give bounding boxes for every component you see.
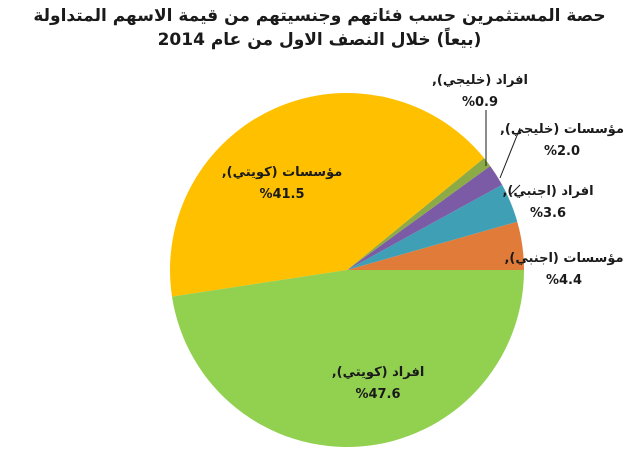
slice-value-4: %41.5	[259, 187, 304, 202]
pie-slice-0	[347, 221, 524, 270]
pie-slice-5	[172, 270, 524, 448]
slice-label-3: افراد (خليجي),	[432, 73, 528, 88]
pie-slice-3	[347, 158, 491, 270]
chart-title-line-2: (بيعاً) خلال النصف الاول من عام 2014	[157, 30, 482, 50]
slice-value-1: %3.6	[530, 206, 566, 221]
slice-value-5: %47.6	[355, 387, 400, 402]
slice-value-0: %4.4	[546, 273, 582, 288]
slice-value-2: %2.0	[544, 144, 580, 159]
leader-line-2	[499, 127, 521, 179]
chart-title-line-1: حصة المستثمرين حسب فئاتهم وجنسيتهم من قي…	[33, 6, 606, 26]
slice-label-2: مؤسسات (خليجي),	[500, 122, 624, 137]
pie-slice-4	[169, 92, 485, 297]
pie-slice-1	[347, 184, 518, 270]
slice-label-4: مؤسسات (كويتي),	[222, 165, 343, 180]
leader-line-1	[509, 184, 521, 196]
slice-label-0: مؤسسات (اجنبي),	[504, 251, 623, 266]
slice-value-3: %0.9	[462, 95, 498, 110]
pie-slice-2	[347, 165, 503, 270]
slice-label-5: افراد (كويتي),	[332, 365, 425, 380]
slice-label-1: افراد (اجنبي),	[502, 184, 593, 199]
